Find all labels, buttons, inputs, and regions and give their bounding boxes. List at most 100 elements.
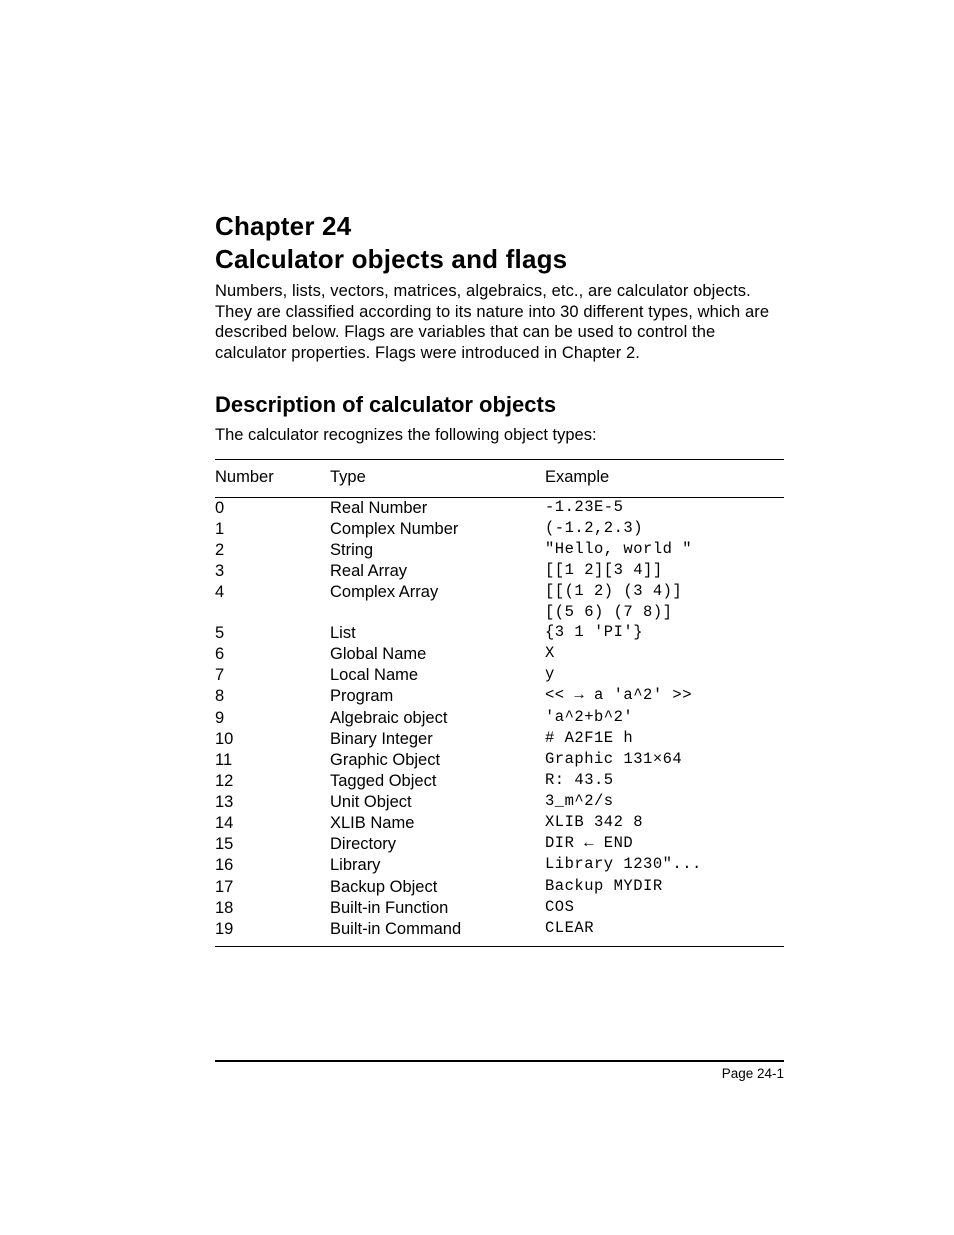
- table-row: 10Binary Integer# A2F1E h: [215, 729, 784, 750]
- cell-type: XLIB Name: [330, 813, 545, 834]
- table-row: 11Graphic ObjectGraphic 131×64: [215, 750, 784, 771]
- cell-number: 19: [215, 919, 330, 940]
- cell-type: Local Name: [330, 665, 545, 686]
- table-row: 18Built-in FunctionCOS: [215, 898, 784, 919]
- chapter-intro: Numbers, lists, vectors, matrices, algeb…: [215, 281, 784, 364]
- footer-rule: [215, 1060, 784, 1062]
- cell-example: XLIB 342 8: [545, 813, 784, 834]
- cell-example: 3_m^2/s: [545, 792, 784, 813]
- cell-number: [215, 603, 330, 623]
- cell-number: 6: [215, 644, 330, 665]
- cell-type: Binary Integer: [330, 729, 545, 750]
- cell-example: X: [545, 644, 784, 665]
- section-intro: The calculator recognizes the following …: [215, 426, 784, 445]
- cell-type: Real Number: [330, 498, 545, 519]
- cell-number: 9: [215, 708, 330, 729]
- page: Chapter 24 Calculator objects and flags …: [0, 0, 954, 1235]
- table-row: 13Unit Object3_m^2/s: [215, 792, 784, 813]
- cell-type: Graphic Object: [330, 750, 545, 771]
- cell-example: (-1.2,2.3): [545, 519, 784, 540]
- page-footer: Page 24-1: [215, 1060, 784, 1081]
- cell-number: 5: [215, 623, 330, 644]
- cell-example: Backup MYDIR: [545, 877, 784, 898]
- cell-example: "Hello, world ": [545, 540, 784, 561]
- cell-example: -1.23E-5: [545, 498, 784, 519]
- object-types-table: Number Type Example: [215, 460, 784, 497]
- cell-type: Algebraic object: [330, 708, 545, 729]
- cell-number: 15: [215, 834, 330, 855]
- section-heading: Description of calculator objects: [215, 392, 784, 418]
- cell-number: 12: [215, 771, 330, 792]
- table-row: 0Real Number-1.23E-5: [215, 498, 784, 519]
- cell-type: Built-in Function: [330, 898, 545, 919]
- cell-example: << → a 'a^2' >>: [545, 686, 784, 707]
- cell-number: 0: [215, 498, 330, 519]
- cell-example: [[(1 2) (3 4)]: [545, 582, 784, 603]
- cell-number: 1: [215, 519, 330, 540]
- table-row: 19Built-in CommandCLEAR: [215, 919, 784, 940]
- cell-example: y: [545, 665, 784, 686]
- table-row: 4Complex Array[[(1 2) (3 4)]: [215, 582, 784, 603]
- header-example: Example: [545, 460, 784, 497]
- cell-number: 11: [215, 750, 330, 771]
- header-type: Type: [330, 460, 545, 497]
- header-number: Number: [215, 460, 330, 497]
- cell-number: 18: [215, 898, 330, 919]
- cell-number: 2: [215, 540, 330, 561]
- cell-example: 'a^2+b^2': [545, 708, 784, 729]
- table-row: 2String"Hello, world ": [215, 540, 784, 561]
- table-row: 17Backup ObjectBackup MYDIR: [215, 877, 784, 898]
- table-row: 9Algebraic object'a^2+b^2': [215, 708, 784, 729]
- cell-example: Graphic 131×64: [545, 750, 784, 771]
- table-row: 16LibraryLibrary 1230"...: [215, 855, 784, 876]
- cell-number: 10: [215, 729, 330, 750]
- chapter-title: Chapter 24 Calculator objects and flags: [215, 210, 784, 275]
- cell-number: 16: [215, 855, 330, 876]
- cell-type: Library: [330, 855, 545, 876]
- cell-example: # A2F1E h: [545, 729, 784, 750]
- cell-type: Complex Array: [330, 582, 545, 603]
- table-row: 12Tagged ObjectR: 43.5: [215, 771, 784, 792]
- table-row: 1Complex Number(-1.2,2.3): [215, 519, 784, 540]
- cell-type: Directory: [330, 834, 545, 855]
- cell-example: [(5 6) (7 8)]: [545, 603, 784, 623]
- table-header-row: Number Type Example: [215, 460, 784, 497]
- cell-type: Built-in Command: [330, 919, 545, 940]
- cell-number: 4: [215, 582, 330, 603]
- cell-example: R: 43.5: [545, 771, 784, 792]
- cell-type: Tagged Object: [330, 771, 545, 792]
- cell-number: 14: [215, 813, 330, 834]
- cell-type: Global Name: [330, 644, 545, 665]
- cell-type: Program: [330, 686, 545, 707]
- chapter-number: Chapter 24: [215, 211, 351, 241]
- cell-example: [[1 2][3 4]]: [545, 561, 784, 582]
- table-row: 6Global NameX: [215, 644, 784, 665]
- cell-type: Unit Object: [330, 792, 545, 813]
- page-number: Page 24-1: [215, 1066, 784, 1081]
- cell-type: [330, 603, 545, 623]
- cell-type: Backup Object: [330, 877, 545, 898]
- cell-type: List: [330, 623, 545, 644]
- cell-example: DIR ← END: [545, 834, 784, 855]
- cell-type: Real Array: [330, 561, 545, 582]
- cell-number: 17: [215, 877, 330, 898]
- object-types-table-body: 0Real Number-1.23E-51Complex Number(-1.2…: [215, 498, 784, 940]
- cell-number: 3: [215, 561, 330, 582]
- table-rule-bottom: [215, 946, 784, 947]
- table-row: 15DirectoryDIR ← END: [215, 834, 784, 855]
- cell-example: CLEAR: [545, 919, 784, 940]
- cell-type: String: [330, 540, 545, 561]
- cell-number: 7: [215, 665, 330, 686]
- table-row: 14XLIB NameXLIB 342 8: [215, 813, 784, 834]
- cell-type: Complex Number: [330, 519, 545, 540]
- table-row: 8Program<< → a 'a^2' >>: [215, 686, 784, 707]
- table-row: 5List{3 1 'PI'}: [215, 623, 784, 644]
- table-row: 7Local Namey: [215, 665, 784, 686]
- chapter-name: Calculator objects and flags: [215, 244, 567, 274]
- table-row: [(5 6) (7 8)]: [215, 603, 784, 623]
- cell-number: 8: [215, 686, 330, 707]
- cell-example: COS: [545, 898, 784, 919]
- table-row: 3Real Array[[1 2][3 4]]: [215, 561, 784, 582]
- cell-number: 13: [215, 792, 330, 813]
- cell-example: {3 1 'PI'}: [545, 623, 784, 644]
